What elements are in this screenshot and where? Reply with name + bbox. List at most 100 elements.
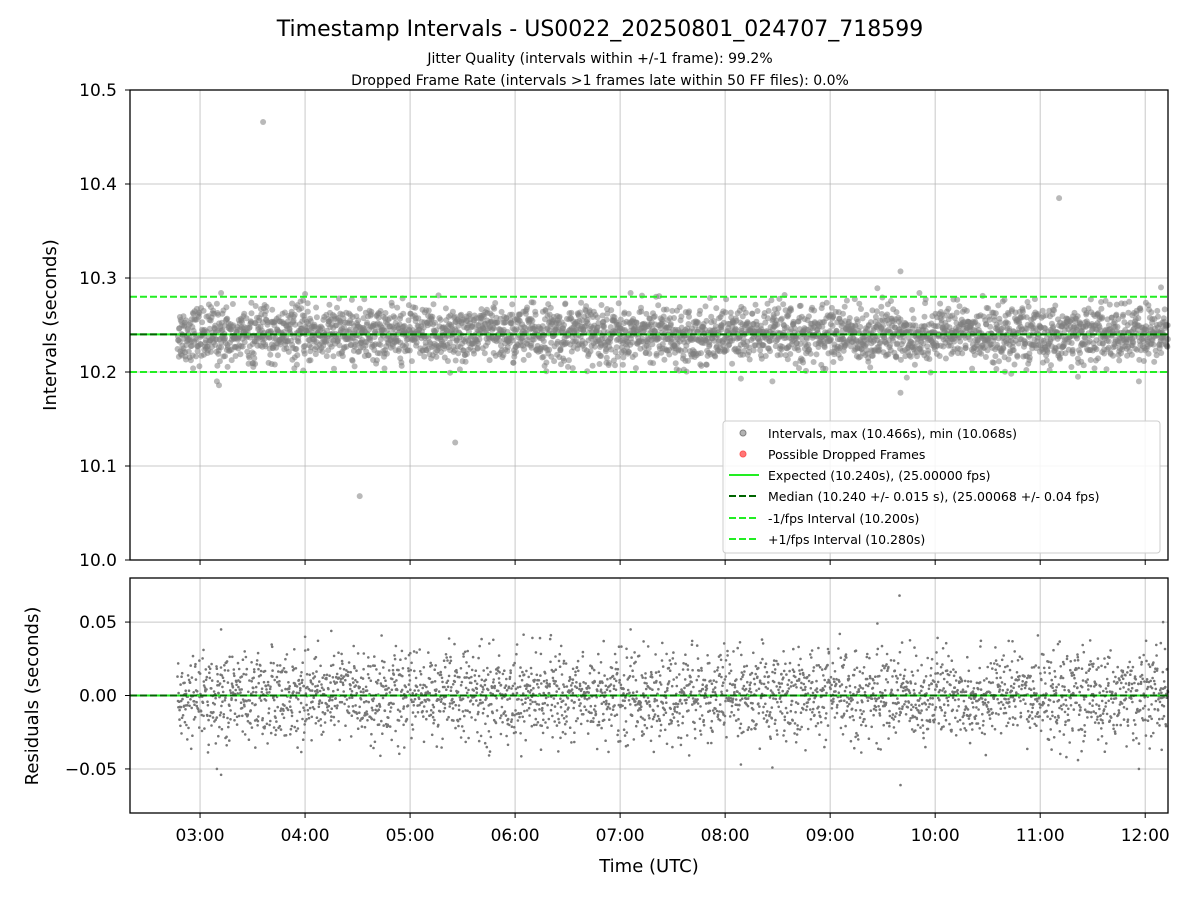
intervals-point <box>767 348 773 355</box>
residuals-point <box>394 644 398 648</box>
residuals-point <box>564 732 567 736</box>
residuals-point <box>273 678 277 682</box>
residuals-point <box>456 719 460 723</box>
residuals-point <box>445 688 448 691</box>
residuals-point <box>296 746 299 749</box>
intervals-point <box>285 348 292 355</box>
intervals-point <box>888 298 894 304</box>
residuals-point <box>601 681 604 685</box>
residuals-point <box>320 701 324 705</box>
residuals-point <box>367 676 371 680</box>
chart-subtitle-jitter: Jitter Quality (intervals within +/-1 fr… <box>426 51 772 67</box>
residuals-point <box>398 752 401 756</box>
intervals-x-tick-marks <box>199 560 1146 565</box>
residuals-point <box>316 684 320 688</box>
residuals-point <box>618 678 621 682</box>
chart-subtitle-dropped: Dropped Frame Rate (intervals >1 frames … <box>351 73 849 89</box>
legend-label-minus-fps: -1/fps Interval (10.200s) <box>768 511 919 526</box>
residuals-point <box>192 691 195 694</box>
residuals-point <box>505 677 508 681</box>
intervals-point <box>1116 357 1123 364</box>
residuals-point <box>477 674 481 678</box>
intervals-point <box>1010 347 1017 354</box>
residuals-point <box>239 701 243 704</box>
intervals-point <box>878 303 885 310</box>
residuals-point <box>333 704 337 708</box>
residuals-point <box>539 652 543 656</box>
residuals-point <box>559 705 563 709</box>
residuals-point <box>488 750 492 753</box>
residuals-point <box>453 674 457 678</box>
intervals-point <box>462 358 469 365</box>
residuals-point <box>483 683 487 687</box>
residuals-point <box>539 674 542 677</box>
residuals-point <box>424 700 428 703</box>
intervals-point <box>232 353 239 359</box>
intervals-point <box>589 362 596 369</box>
residuals-point <box>267 683 270 687</box>
residuals-point <box>337 720 340 723</box>
residuals-point <box>278 724 282 728</box>
residuals-point <box>474 669 478 672</box>
residuals-point <box>186 701 190 704</box>
residuals-point <box>449 655 452 659</box>
residuals-point <box>319 724 323 727</box>
intervals-point <box>722 309 729 316</box>
residuals-point <box>190 676 194 679</box>
residuals-point <box>429 661 433 665</box>
residuals-point <box>378 705 382 708</box>
residuals-point <box>615 713 619 716</box>
residuals-point <box>451 697 454 701</box>
residuals-point <box>176 675 179 678</box>
residuals-point <box>295 719 299 723</box>
residuals-point <box>365 712 369 716</box>
residuals-point <box>430 733 434 737</box>
residuals-point <box>573 740 576 744</box>
residuals-point <box>591 720 595 723</box>
intervals-point <box>335 337 341 344</box>
intervals-point <box>348 296 355 303</box>
residuals-point <box>411 728 415 731</box>
residuals-point <box>391 668 395 672</box>
residuals-point <box>393 654 396 657</box>
residuals-point <box>463 714 466 718</box>
residuals-point <box>372 746 375 750</box>
residuals-point <box>287 690 291 694</box>
residuals-point <box>605 702 608 705</box>
residuals-point <box>548 637 552 641</box>
residuals-point <box>480 678 484 682</box>
residuals-point <box>596 689 599 693</box>
residuals-point <box>316 639 320 643</box>
residuals-point <box>278 680 281 683</box>
residuals-point <box>613 677 616 681</box>
residuals-point <box>214 696 217 700</box>
residuals-point <box>409 651 412 655</box>
residuals-point <box>449 689 453 692</box>
residuals-point <box>272 661 275 665</box>
residuals-point <box>237 714 241 718</box>
residuals-point <box>360 725 364 728</box>
residuals-point <box>561 730 565 734</box>
residuals-point <box>572 706 575 710</box>
residuals-point <box>579 722 583 726</box>
residuals-point <box>545 681 549 685</box>
intervals-point <box>1005 356 1012 363</box>
residuals-point <box>193 715 197 719</box>
residuals-point <box>531 636 534 640</box>
residuals-point <box>508 697 512 700</box>
residuals-point <box>381 732 384 735</box>
intervals-point <box>187 357 194 364</box>
residuals-point <box>487 754 491 757</box>
intervals-point <box>246 354 253 361</box>
residuals-point <box>269 685 272 688</box>
residuals-point <box>334 697 338 700</box>
residuals-point <box>506 698 509 701</box>
residuals-point <box>443 706 447 710</box>
residuals-point <box>602 700 606 704</box>
residuals-point <box>646 696 650 700</box>
intervals-point <box>805 313 812 320</box>
intervals-point <box>183 317 190 324</box>
residuals-point <box>547 717 551 721</box>
residuals-point <box>631 675 635 678</box>
residuals-point <box>321 711 325 714</box>
